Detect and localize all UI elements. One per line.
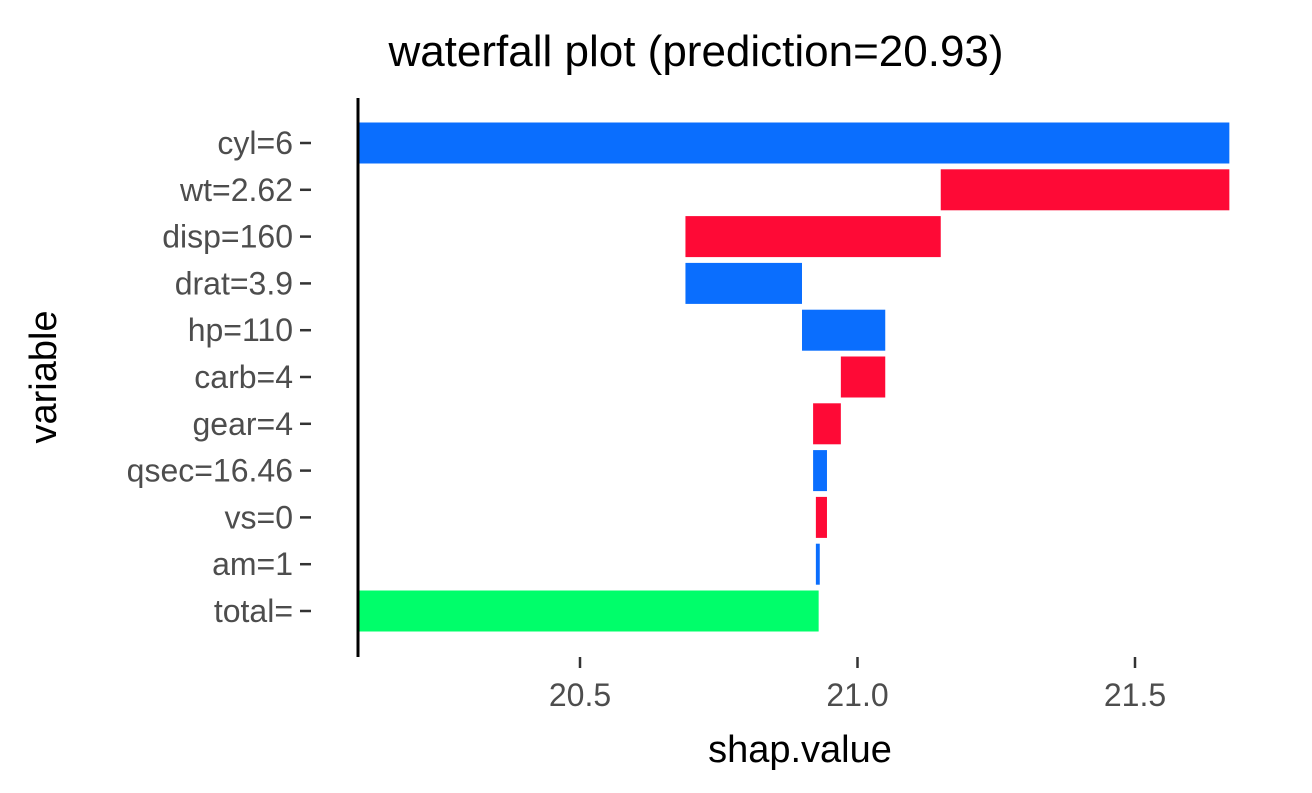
y-tick-label: drat=3.9 <box>175 265 293 301</box>
y-tick-label: total= <box>214 593 293 629</box>
y-tick-label: gear=4 <box>192 406 293 442</box>
y-tick-label: hp=110 <box>188 312 293 348</box>
bar-gear-4 <box>813 403 841 445</box>
bar-hp-110 <box>802 309 886 351</box>
x-axis-title: shap.value <box>708 729 892 771</box>
bars-layer <box>358 122 1230 632</box>
bar-total <box>358 590 819 632</box>
chart-title: waterfall plot (prediction=20.93) <box>387 27 1003 76</box>
bar-vs-0 <box>815 496 827 538</box>
x-tick-label: 21.5 <box>1104 677 1166 713</box>
bar-wt-2-62 <box>940 169 1230 211</box>
x-tick-label: 21.0 <box>826 677 888 713</box>
y-tick-label: disp=160 <box>162 219 293 255</box>
y-axis-ticks: cyl=6 wt=2.62 disp=160 drat=3.9 hp=110 carb=4… <box>127 125 311 629</box>
y-tick-label: carb=4 <box>194 359 293 395</box>
bar-cyl-6 <box>358 122 1230 164</box>
y-tick-label: qsec=16.46 <box>127 453 293 489</box>
y-tick-label: wt=2.62 <box>179 172 293 208</box>
bar-qsec-16-46 <box>813 450 827 492</box>
x-tick-label: 20.5 <box>549 677 611 713</box>
bar-disp-160 <box>685 216 941 258</box>
bar-drat-3-9 <box>685 262 802 304</box>
y-tick-label: vs=0 <box>225 499 293 535</box>
y-axis-title: variable <box>23 310 65 443</box>
bar-am-1 <box>815 543 820 585</box>
y-tick-label: am=1 <box>212 546 293 582</box>
x-axis-ticks: 20.5 21.0 21.5 <box>549 657 1166 713</box>
bar-carb-4 <box>840 356 886 398</box>
y-tick-label: cyl=6 <box>217 125 293 161</box>
